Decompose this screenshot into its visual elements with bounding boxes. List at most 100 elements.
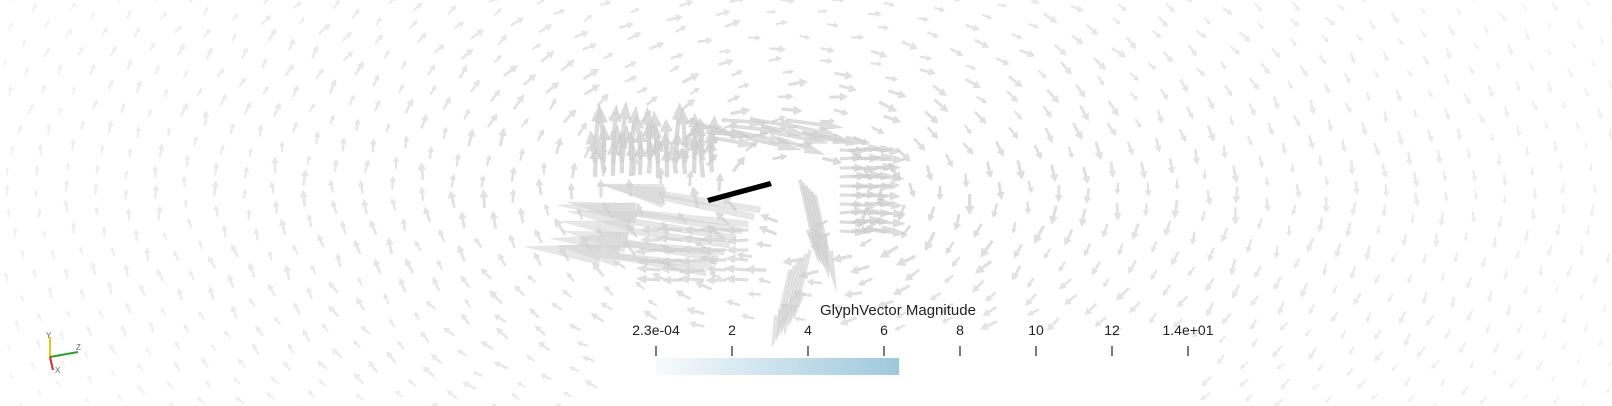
- vector-glyph: [1422, 55, 1429, 66]
- vector-glyph: [1113, 203, 1122, 221]
- vector-glyph: [858, 277, 873, 286]
- vector-glyph: [1588, 163, 1593, 172]
- vector-glyph: [583, 144, 592, 159]
- vector-glyph: [1042, 105, 1052, 118]
- vector-glyph: [497, 34, 507, 46]
- vector-glyph: [355, 394, 364, 401]
- vector-glyph: [590, 313, 605, 323]
- vector-glyph: [401, 60, 407, 70]
- vector-glyph: [645, 96, 658, 106]
- vector-glyph: [9, 145, 15, 155]
- vector-glyph: [600, 302, 613, 311]
- vector-glyph: [1147, 62, 1157, 70]
- vector-glyph: [526, 355, 535, 362]
- vector-glyph: [509, 166, 517, 182]
- vector-glyph: [1555, 224, 1561, 236]
- vector-glyph: [995, 140, 1005, 157]
- vector-glyph: [570, 162, 578, 179]
- vector-glyph: [7, 344, 11, 352]
- vector-glyph: [875, 209, 907, 218]
- vector-glyph: [1273, 96, 1280, 110]
- vector-glyph: [1064, 294, 1078, 305]
- vector-glyph: [875, 173, 905, 183]
- vector-glyph: [163, 88, 169, 98]
- vector-glyph: [777, 136, 825, 155]
- vector-glyph: [342, 51, 354, 62]
- vector-glyph: [196, 87, 202, 97]
- vector-glyph: [705, 255, 727, 265]
- vector-glyph: [641, 225, 661, 235]
- vector-glyph: [369, 138, 377, 153]
- vector-glyph: [772, 115, 786, 123]
- vector-glyph: [375, 17, 382, 26]
- vector-glyph: [713, 136, 756, 148]
- vector-glyph: [757, 277, 771, 284]
- vector-glyph: [161, 308, 166, 316]
- vector-glyph: [1267, 122, 1274, 136]
- vector-glyph: [1406, 69, 1413, 77]
- vector-glyph: [135, 126, 141, 138]
- vector-glyph: [1597, 108, 1603, 120]
- vector-glyph: [844, 290, 862, 299]
- vector-glyph: [1560, 182, 1566, 195]
- vector-glyph: [1524, 146, 1530, 157]
- vector-glyph: [1322, 196, 1330, 213]
- vector-glyph: [61, 360, 66, 367]
- vector-glyph: [216, 67, 225, 78]
- vector-glyph: [1239, 31, 1251, 42]
- vector-glyph: [457, 244, 466, 262]
- vector-glyph: [65, 162, 70, 172]
- vector-glyph: [1179, 78, 1188, 93]
- vector-glyph: [306, 214, 313, 228]
- vector-glyph: [705, 275, 727, 285]
- vector-glyph: [1608, 128, 1612, 140]
- vector-glyph: [403, 135, 410, 149]
- vector-glyph: [1466, 309, 1474, 322]
- vector-glyph: [198, 311, 205, 320]
- vector-glyph: [568, 324, 581, 331]
- vector-glyph: [871, 126, 885, 134]
- vector-glyph: [1435, 150, 1443, 165]
- vector-glyph: [443, 327, 455, 337]
- vector-glyph: [257, 124, 264, 137]
- vector-glyph: [231, 13, 239, 21]
- vector-glyph: [1249, 318, 1258, 331]
- vector-glyph: [227, 274, 235, 289]
- vector-glyph: [1597, 339, 1604, 347]
- vector-glyph: [1059, 278, 1072, 290]
- vector-glyph: [982, 306, 997, 316]
- vector-glyph: [341, 31, 352, 42]
- vector-glyph: [242, 188, 248, 199]
- vector-glyph: [348, 94, 355, 106]
- vector-glyph: [136, 385, 146, 394]
- vector-glyph: [649, 110, 662, 150]
- vector-glyph: [1309, 99, 1317, 115]
- vector-glyph: [354, 118, 361, 131]
- vector-glyph: [1084, 303, 1098, 316]
- vector-glyph: [531, 44, 542, 50]
- vector-glyph: [1152, 29, 1162, 39]
- vector-glyph: [42, 230, 47, 239]
- vector-glyph: [299, 17, 305, 25]
- vector-glyph: [145, 348, 152, 356]
- vector-glyph: [697, 37, 713, 45]
- vector-glyph: [447, 5, 457, 16]
- vector-glyph: [1205, 190, 1213, 206]
- vector-glyph: [1413, 192, 1420, 207]
- vector-glyph: [1290, 163, 1295, 173]
- vector-glyph: [152, 165, 159, 178]
- vector-glyph: [72, 86, 76, 95]
- vector-glyph: [582, 68, 600, 81]
- vector-glyph: [1103, 278, 1110, 288]
- vector-glyph: [1162, 284, 1171, 297]
- vector-glyph: [328, 305, 340, 318]
- vector-glyph: [329, 114, 335, 125]
- vector-glyph: [904, 268, 920, 281]
- vector-glyph: [1449, 296, 1456, 309]
- vector-glyph: [404, 98, 414, 114]
- vector-glyph: [1392, 363, 1398, 372]
- vector-glyph: [715, 9, 731, 17]
- vector-glyph: [329, 79, 337, 94]
